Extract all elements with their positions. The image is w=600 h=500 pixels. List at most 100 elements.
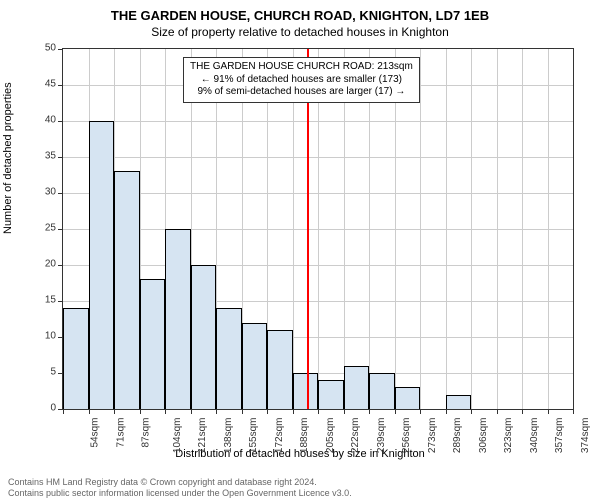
histogram-bar — [63, 308, 89, 409]
x-tick-label: 121sqm — [197, 418, 208, 454]
x-tick-label: 104sqm — [172, 418, 183, 454]
x-tick-label: 273sqm — [427, 418, 438, 454]
x-tick-mark — [140, 410, 141, 414]
grid-line — [369, 49, 370, 409]
histogram-bar — [344, 366, 370, 409]
y-tick-label: 10 — [28, 331, 56, 342]
x-tick-mark — [344, 410, 345, 414]
y-tick-label: 25 — [28, 223, 56, 234]
y-tick-mark — [58, 85, 62, 86]
x-tick-mark — [293, 410, 294, 414]
x-tick-mark — [267, 410, 268, 414]
histogram-bar — [89, 121, 115, 409]
histogram-bar — [140, 279, 166, 409]
x-tick-mark — [114, 410, 115, 414]
x-tick-label: 306sqm — [478, 418, 489, 454]
x-tick-label: 54sqm — [90, 418, 101, 448]
y-tick-label: 0 — [28, 403, 56, 414]
x-tick-mark — [497, 410, 498, 414]
histogram-bar — [293, 373, 319, 409]
y-tick-mark — [58, 193, 62, 194]
y-tick-mark — [58, 265, 62, 266]
x-tick-label: 222sqm — [350, 418, 361, 454]
x-tick-mark — [216, 410, 217, 414]
x-tick-mark — [395, 410, 396, 414]
x-tick-label: 138sqm — [223, 418, 234, 454]
chart-title: THE GARDEN HOUSE, CHURCH ROAD, KNIGHTON,… — [0, 0, 600, 23]
x-tick-mark — [165, 410, 166, 414]
plot-area: THE GARDEN HOUSE CHURCH ROAD: 213sqm ← 9… — [62, 48, 574, 410]
x-tick-label: 289sqm — [452, 418, 463, 454]
y-axis-label: Number of detached properties — [2, 82, 14, 234]
annotation-line-3: 9% of semi-detached houses are larger (1… — [190, 86, 413, 99]
x-tick-label: 188sqm — [299, 418, 310, 454]
reference-line — [307, 49, 309, 409]
x-tick-label: 357sqm — [554, 418, 565, 454]
x-tick-label: 323sqm — [503, 418, 514, 454]
x-tick-label: 87sqm — [141, 418, 152, 448]
y-tick-label: 50 — [28, 43, 56, 54]
x-tick-mark — [573, 410, 574, 414]
y-tick-label: 40 — [28, 115, 56, 126]
y-tick-label: 20 — [28, 259, 56, 270]
x-tick-label: 71sqm — [115, 418, 126, 448]
grid-line — [344, 49, 345, 409]
x-tick-mark — [191, 410, 192, 414]
histogram-bar — [369, 373, 395, 409]
chart-subtitle: Size of property relative to detached ho… — [0, 23, 600, 39]
x-tick-label: 172sqm — [274, 418, 285, 454]
y-tick-mark — [58, 373, 62, 374]
y-tick-label: 5 — [28, 367, 56, 378]
x-tick-label: 205sqm — [325, 418, 336, 454]
chart-container: { "chart": { "type": "histogram", "title… — [0, 0, 600, 500]
x-tick-mark — [548, 410, 549, 414]
footer-line-1: Contains HM Land Registry data © Crown c… — [8, 477, 352, 487]
y-tick-mark — [58, 157, 62, 158]
y-tick-mark — [58, 49, 62, 50]
y-tick-mark — [58, 409, 62, 410]
x-tick-mark — [522, 410, 523, 414]
x-tick-mark — [420, 410, 421, 414]
x-tick-label: 256sqm — [401, 418, 412, 454]
footer-attribution: Contains HM Land Registry data © Crown c… — [8, 477, 352, 498]
x-tick-mark — [369, 410, 370, 414]
x-tick-mark — [63, 410, 64, 414]
grid-line — [318, 49, 319, 409]
y-tick-label: 35 — [28, 151, 56, 162]
x-tick-mark — [471, 410, 472, 414]
y-tick-mark — [58, 337, 62, 338]
x-tick-label: 340sqm — [529, 418, 540, 454]
x-tick-label: 374sqm — [580, 418, 591, 454]
y-tick-label: 45 — [28, 79, 56, 90]
grid-line — [395, 49, 396, 409]
x-tick-mark — [242, 410, 243, 414]
grid-line — [522, 49, 523, 409]
histogram-bar — [318, 380, 344, 409]
x-tick-mark — [89, 410, 90, 414]
footer-line-2: Contains public sector information licen… — [8, 488, 352, 498]
grid-line — [293, 49, 294, 409]
grid-line — [497, 49, 498, 409]
histogram-bar — [242, 323, 268, 409]
y-tick-mark — [58, 229, 62, 230]
histogram-bar — [446, 395, 472, 409]
histogram-bar — [191, 265, 217, 409]
grid-line — [471, 49, 472, 409]
x-tick-mark — [446, 410, 447, 414]
y-tick-label: 15 — [28, 295, 56, 306]
histogram-bar — [395, 387, 421, 409]
grid-line — [420, 49, 421, 409]
histogram-bar — [114, 171, 140, 409]
y-tick-mark — [58, 301, 62, 302]
y-tick-label: 30 — [28, 187, 56, 198]
histogram-bar — [216, 308, 242, 409]
grid-line — [446, 49, 447, 409]
annotation-line-2: ← 91% of detached houses are smaller (17… — [190, 74, 413, 87]
annotation-line-1: THE GARDEN HOUSE CHURCH ROAD: 213sqm — [190, 61, 413, 74]
histogram-bar — [267, 330, 293, 409]
x-tick-mark — [318, 410, 319, 414]
x-tick-label: 239sqm — [376, 418, 387, 454]
annotation-box: THE GARDEN HOUSE CHURCH ROAD: 213sqm ← 9… — [183, 57, 420, 103]
x-tick-label: 155sqm — [248, 418, 259, 454]
histogram-bar — [165, 229, 191, 409]
